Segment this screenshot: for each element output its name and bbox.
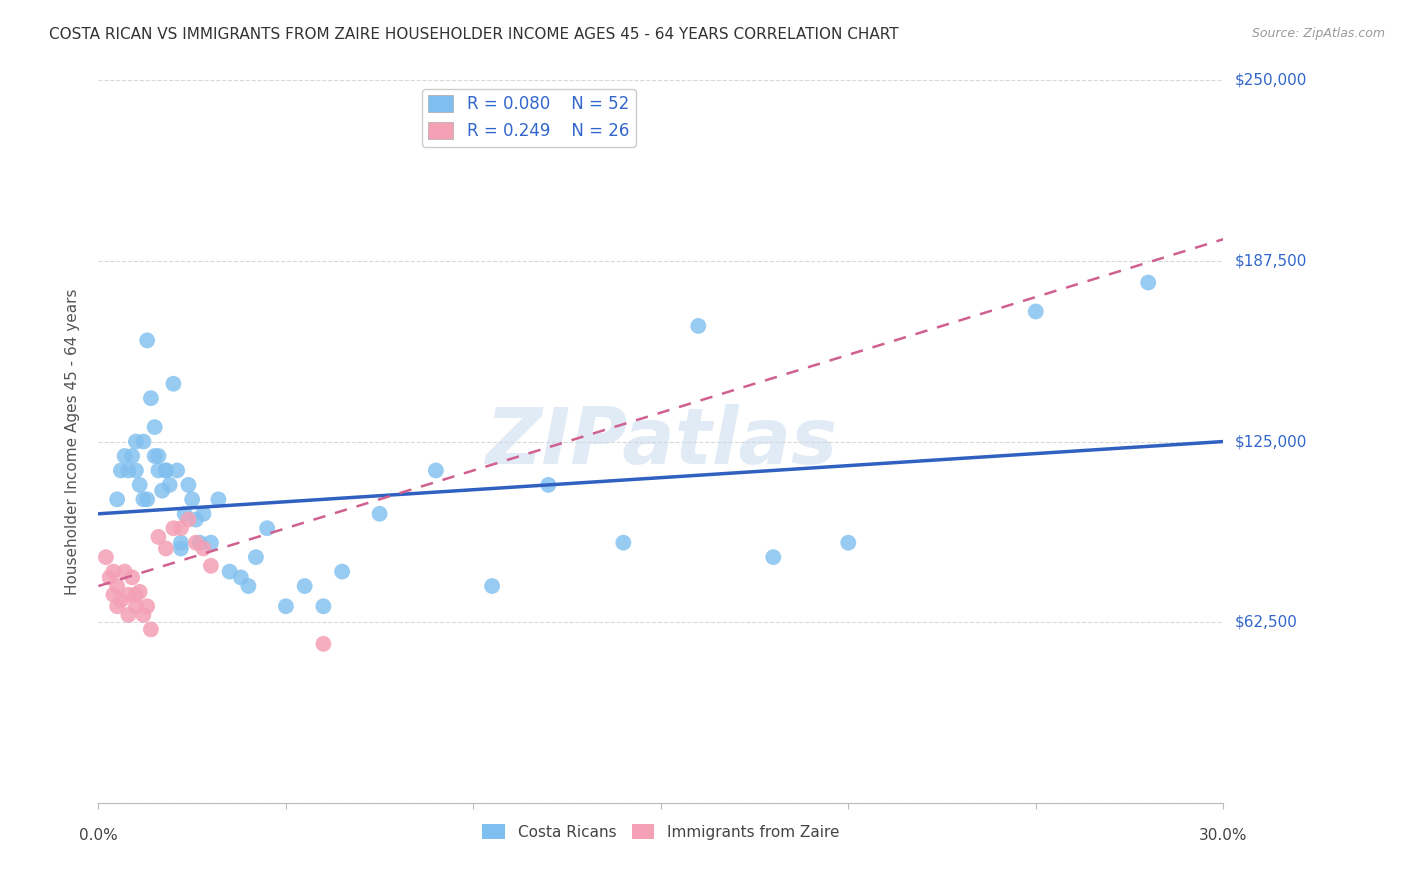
Point <box>155 541 177 556</box>
Point <box>229 570 252 584</box>
Point <box>274 599 297 614</box>
Point <box>837 535 859 549</box>
Point <box>150 483 173 498</box>
Point <box>128 478 150 492</box>
Point <box>245 550 267 565</box>
Point <box>312 637 335 651</box>
Point <box>330 565 353 579</box>
Point <box>103 588 125 602</box>
Point <box>170 521 193 535</box>
Point <box>105 579 128 593</box>
Point <box>148 463 170 477</box>
Point <box>132 607 155 622</box>
Point <box>184 535 207 549</box>
Point <box>110 463 132 477</box>
Point <box>94 550 117 565</box>
Point <box>128 584 150 599</box>
Point <box>143 420 166 434</box>
Point <box>173 507 195 521</box>
Point <box>312 599 335 614</box>
Point <box>105 599 128 614</box>
Point <box>136 599 159 614</box>
Point <box>184 512 207 526</box>
Point <box>1025 304 1047 318</box>
Point <box>117 588 139 602</box>
Point <box>177 478 200 492</box>
Point <box>193 507 215 521</box>
Point <box>136 334 159 348</box>
Legend: Costa Ricans, Immigrants from Zaire: Costa Ricans, Immigrants from Zaire <box>477 818 845 846</box>
Point <box>170 541 193 556</box>
Point <box>762 550 785 565</box>
Point <box>132 492 155 507</box>
Point <box>207 492 229 507</box>
Point <box>136 492 159 507</box>
Point <box>193 541 215 556</box>
Point <box>177 512 200 526</box>
Point <box>125 463 148 477</box>
Text: $187,500: $187,500 <box>1234 253 1306 268</box>
Text: 0.0%: 0.0% <box>79 828 118 843</box>
Point <box>121 570 143 584</box>
Point <box>143 449 166 463</box>
Point <box>688 318 710 333</box>
Point <box>162 376 184 391</box>
Point <box>166 463 188 477</box>
Point <box>238 579 260 593</box>
Text: $250,000: $250,000 <box>1234 73 1306 87</box>
Point <box>98 570 121 584</box>
Point <box>256 521 278 535</box>
Point <box>612 535 634 549</box>
Point <box>114 449 136 463</box>
Point <box>218 565 240 579</box>
Point <box>155 463 177 477</box>
Point <box>368 507 391 521</box>
Text: 30.0%: 30.0% <box>1199 828 1247 843</box>
Point <box>188 535 211 549</box>
Point <box>425 463 447 477</box>
Point <box>110 593 132 607</box>
Point <box>481 579 503 593</box>
Point <box>181 492 204 507</box>
Point <box>125 434 148 449</box>
Point <box>170 535 193 549</box>
Text: $125,000: $125,000 <box>1234 434 1306 449</box>
Text: Source: ZipAtlas.com: Source: ZipAtlas.com <box>1251 27 1385 40</box>
Point <box>148 530 170 544</box>
Point <box>148 449 170 463</box>
Point <box>105 492 128 507</box>
Text: $62,500: $62,500 <box>1234 615 1298 630</box>
Point <box>117 463 139 477</box>
Text: ZIPatlas: ZIPatlas <box>485 403 837 480</box>
Point <box>1137 276 1160 290</box>
Point <box>139 391 162 405</box>
Point <box>121 449 143 463</box>
Point <box>125 588 148 602</box>
Point <box>125 599 148 614</box>
Point <box>139 623 162 637</box>
Point <box>537 478 560 492</box>
Point <box>200 558 222 573</box>
Point <box>132 434 155 449</box>
Point <box>294 579 316 593</box>
Point <box>162 521 184 535</box>
Point <box>155 463 177 477</box>
Point <box>159 478 181 492</box>
Text: COSTA RICAN VS IMMIGRANTS FROM ZAIRE HOUSEHOLDER INCOME AGES 45 - 64 YEARS CORRE: COSTA RICAN VS IMMIGRANTS FROM ZAIRE HOU… <box>49 27 898 42</box>
Y-axis label: Householder Income Ages 45 - 64 years: Householder Income Ages 45 - 64 years <box>65 288 80 595</box>
Point <box>117 607 139 622</box>
Point <box>200 535 222 549</box>
Point <box>103 565 125 579</box>
Point <box>114 565 136 579</box>
